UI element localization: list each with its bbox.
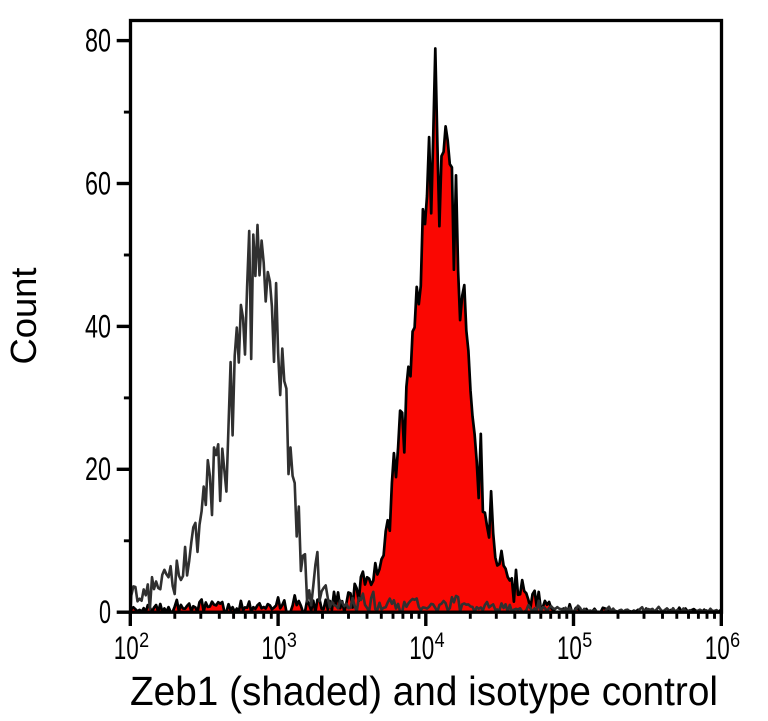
svg-text:0: 0	[99, 594, 111, 630]
svg-text:80: 80	[85, 23, 111, 59]
svg-text:10: 10	[557, 630, 582, 666]
svg-text:2: 2	[139, 629, 149, 652]
svg-text:40: 40	[85, 308, 111, 344]
svg-text:10: 10	[705, 630, 730, 666]
svg-text:Zeb1 (shaded) and isotype cont: Zeb1 (shaded) and isotype control	[130, 668, 718, 714]
svg-text:10: 10	[261, 630, 286, 666]
svg-text:Count: Count	[3, 268, 44, 365]
svg-text:10: 10	[409, 630, 434, 666]
svg-text:60: 60	[85, 165, 111, 201]
svg-text:5: 5	[582, 629, 592, 652]
svg-text:4: 4	[435, 629, 445, 652]
svg-text:6: 6	[730, 629, 740, 652]
svg-text:20: 20	[85, 451, 111, 487]
svg-text:10: 10	[114, 630, 139, 666]
svg-text:3: 3	[287, 629, 297, 652]
